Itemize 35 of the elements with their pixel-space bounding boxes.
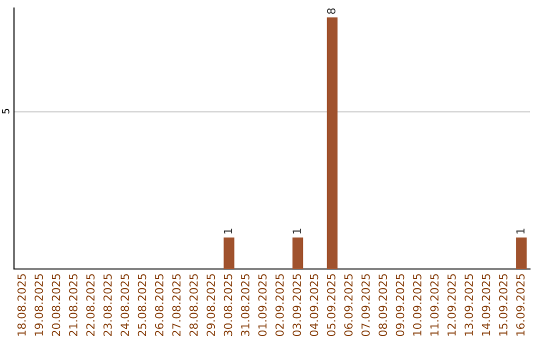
data-label: 1 [292, 228, 301, 234]
x-tick-label: 01.09.2025 [258, 274, 267, 336]
x-tick-label: 08.09.2025 [378, 274, 388, 336]
x-tick-label: 24.08.2025 [120, 274, 130, 336]
x-tick-label: 27.08.2025 [172, 274, 181, 336]
x-tick-label: 19.08.2025 [34, 274, 44, 336]
x-tick-label: 16.09.2025 [516, 274, 525, 336]
x-tick-label: 23.08.2025 [103, 274, 112, 336]
x-tick-label: 09.09.2025 [396, 274, 404, 336]
data-label: 1 [224, 228, 232, 234]
x-tick-label: 04.09.2025 [310, 274, 318, 336]
x-tick-label: 07.09.2025 [361, 274, 370, 336]
x-tick-label: 20.08.2025 [52, 274, 60, 336]
x-tick-label: 05.09.2025 [327, 274, 336, 336]
x-tick-label: 15.09.2025 [499, 274, 508, 336]
x-tick-label: 06.09.2025 [344, 274, 353, 336]
data-label: 8 [327, 8, 336, 14]
x-tick-label: 31.08.2025 [241, 274, 250, 336]
x-tick-label: 28.08.2025 [189, 274, 198, 336]
x-tick-label: 25.08.2025 [138, 274, 146, 336]
x-tick-label: 12.09.2025 [447, 274, 456, 336]
x-tick-label: 18.08.2025 [17, 274, 26, 336]
x-tick-label: 02.09.2025 [275, 274, 284, 336]
x-tick-label: 11.09.2025 [430, 274, 439, 336]
x-tick-label: 22.08.2025 [86, 274, 95, 336]
x-tick-label: 26.08.2025 [155, 274, 164, 336]
x-tick-label: 21.08.2025 [69, 274, 78, 336]
data-label: 1 [516, 228, 524, 234]
x-tick-label: 29.08.2025 [206, 274, 216, 336]
x-tick-label: 10.09.2025 [413, 274, 422, 336]
x-tick-label: 30.08.2025 [224, 274, 232, 336]
x-tick-label: 03.09.2025 [292, 274, 302, 336]
x-tick-label: 14.09.2025 [482, 274, 490, 336]
x-tick-label: 13.09.2025 [464, 274, 474, 336]
y-tick-label: 5 [2, 108, 10, 114]
